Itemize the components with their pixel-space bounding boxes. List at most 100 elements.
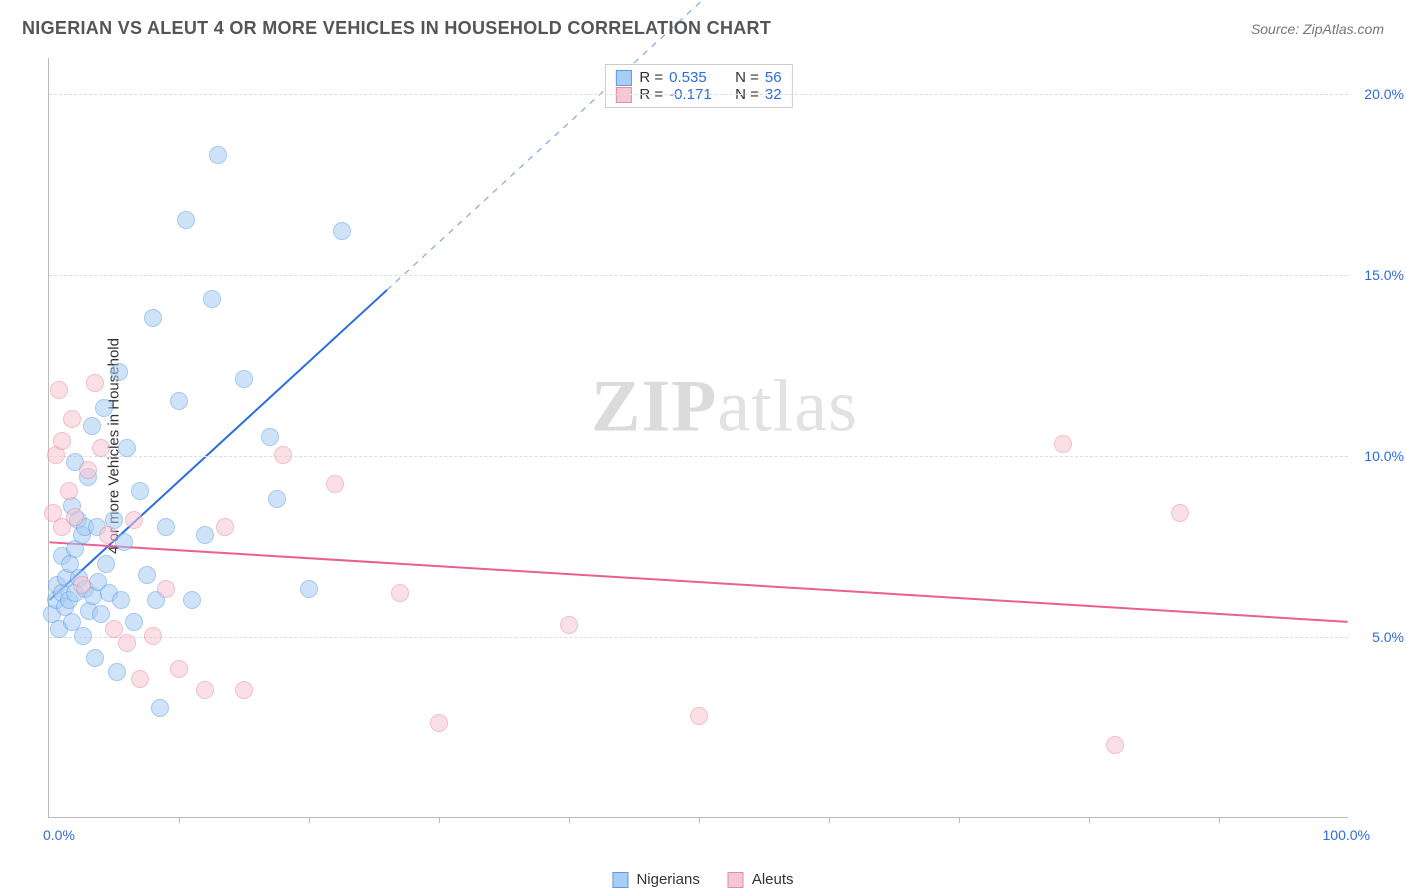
scatter-point: [157, 580, 175, 598]
scatter-point: [79, 461, 97, 479]
scatter-point: [560, 616, 578, 634]
scatter-point: [196, 681, 214, 699]
gridline: [49, 94, 1348, 95]
n-value: 56: [765, 69, 782, 86]
legend-swatch: [612, 872, 628, 888]
legend-item: Nigerians: [612, 871, 699, 888]
scatter-point: [235, 681, 253, 699]
scatter-point: [110, 363, 128, 381]
x-tick: [309, 817, 310, 823]
scatter-point: [60, 482, 78, 500]
scatter-point: [50, 381, 68, 399]
trend-lines-layer: [49, 58, 1348, 817]
legend-item: Aleuts: [728, 871, 794, 888]
scatter-point: [115, 533, 133, 551]
x-tick: [1089, 817, 1090, 823]
scatter-point: [177, 211, 195, 229]
scatter-point: [95, 399, 113, 417]
scatter-point: [1106, 736, 1124, 754]
gridline: [49, 456, 1348, 457]
scatter-point: [144, 309, 162, 327]
scatter-point: [131, 482, 149, 500]
scatter-point: [300, 580, 318, 598]
watermark-atlas: atlas: [717, 366, 858, 448]
n-label: N =: [735, 69, 759, 86]
scatter-point: [131, 670, 149, 688]
x-tick: [699, 817, 700, 823]
trend-line: [49, 542, 1347, 622]
scatter-point: [112, 591, 130, 609]
scatter-point: [391, 584, 409, 602]
scatter-point: [74, 627, 92, 645]
scatter-point: [118, 439, 136, 457]
gridline: [49, 637, 1348, 638]
scatter-point: [216, 518, 234, 536]
x-axis-max-label: 100.0%: [1323, 827, 1370, 843]
x-tick: [569, 817, 570, 823]
scatter-point: [151, 699, 169, 717]
y-tick-label: 10.0%: [1364, 448, 1404, 464]
legend-label: Aleuts: [752, 871, 794, 888]
scatter-point: [326, 475, 344, 493]
correlation-stats-box: R =0.535N =56R =-0.171N =32: [604, 64, 792, 108]
r-value: 0.535: [669, 69, 719, 86]
series-swatch: [615, 70, 631, 86]
y-tick-label: 5.0%: [1372, 629, 1404, 645]
series-legend: Nigerians Aleuts: [612, 871, 793, 888]
trend-line-dashed: [387, 0, 1348, 290]
scatter-point: [105, 620, 123, 638]
scatter-point: [63, 410, 81, 428]
x-tick: [959, 817, 960, 823]
scatter-point: [83, 417, 101, 435]
scatter-plot-area: ZIPatlas R =0.535N =56R =-0.171N =32 0.0…: [48, 58, 1348, 818]
stats-row: R = 0.535 N = 56: [615, 69, 781, 86]
scatter-point: [118, 634, 136, 652]
scatter-point: [92, 605, 110, 623]
scatter-point: [125, 613, 143, 631]
scatter-point: [333, 222, 351, 240]
scatter-point: [86, 649, 104, 667]
scatter-point: [144, 627, 162, 645]
chart-header: NIGERIAN VS ALEUT 4 OR MORE VEHICLES IN …: [22, 18, 1384, 39]
scatter-point: [170, 660, 188, 678]
scatter-point: [1054, 435, 1072, 453]
scatter-point: [235, 370, 253, 388]
scatter-point: [183, 591, 201, 609]
scatter-point: [1171, 504, 1189, 522]
scatter-point: [209, 146, 227, 164]
watermark-zip: ZIP: [591, 366, 717, 448]
watermark-text: ZIPatlas: [591, 365, 858, 450]
scatter-point: [138, 566, 156, 584]
legend-swatch: [728, 872, 744, 888]
scatter-point: [125, 511, 143, 529]
r-label: R =: [639, 69, 663, 86]
scatter-point: [196, 526, 214, 544]
y-tick-label: 20.0%: [1364, 86, 1404, 102]
scatter-point: [274, 446, 292, 464]
scatter-point: [92, 439, 110, 457]
scatter-point: [53, 432, 71, 450]
scatter-point: [690, 707, 708, 725]
x-tick: [179, 817, 180, 823]
scatter-point: [430, 714, 448, 732]
y-tick-label: 15.0%: [1364, 267, 1404, 283]
scatter-point: [261, 428, 279, 446]
chart-title: NIGERIAN VS ALEUT 4 OR MORE VEHICLES IN …: [22, 18, 771, 39]
x-tick: [1219, 817, 1220, 823]
scatter-point: [99, 526, 117, 544]
scatter-point: [203, 290, 221, 308]
scatter-point: [108, 663, 126, 681]
x-axis-min-label: 0.0%: [43, 827, 75, 843]
x-tick: [829, 817, 830, 823]
scatter-point: [66, 508, 84, 526]
gridline: [49, 275, 1348, 276]
scatter-point: [268, 490, 286, 508]
legend-label: Nigerians: [636, 871, 699, 888]
scatter-point: [86, 374, 104, 392]
scatter-point: [170, 392, 188, 410]
scatter-point: [97, 555, 115, 573]
x-tick: [439, 817, 440, 823]
scatter-point: [157, 518, 175, 536]
scatter-point: [73, 576, 91, 594]
source-credit: Source: ZipAtlas.com: [1251, 21, 1384, 37]
